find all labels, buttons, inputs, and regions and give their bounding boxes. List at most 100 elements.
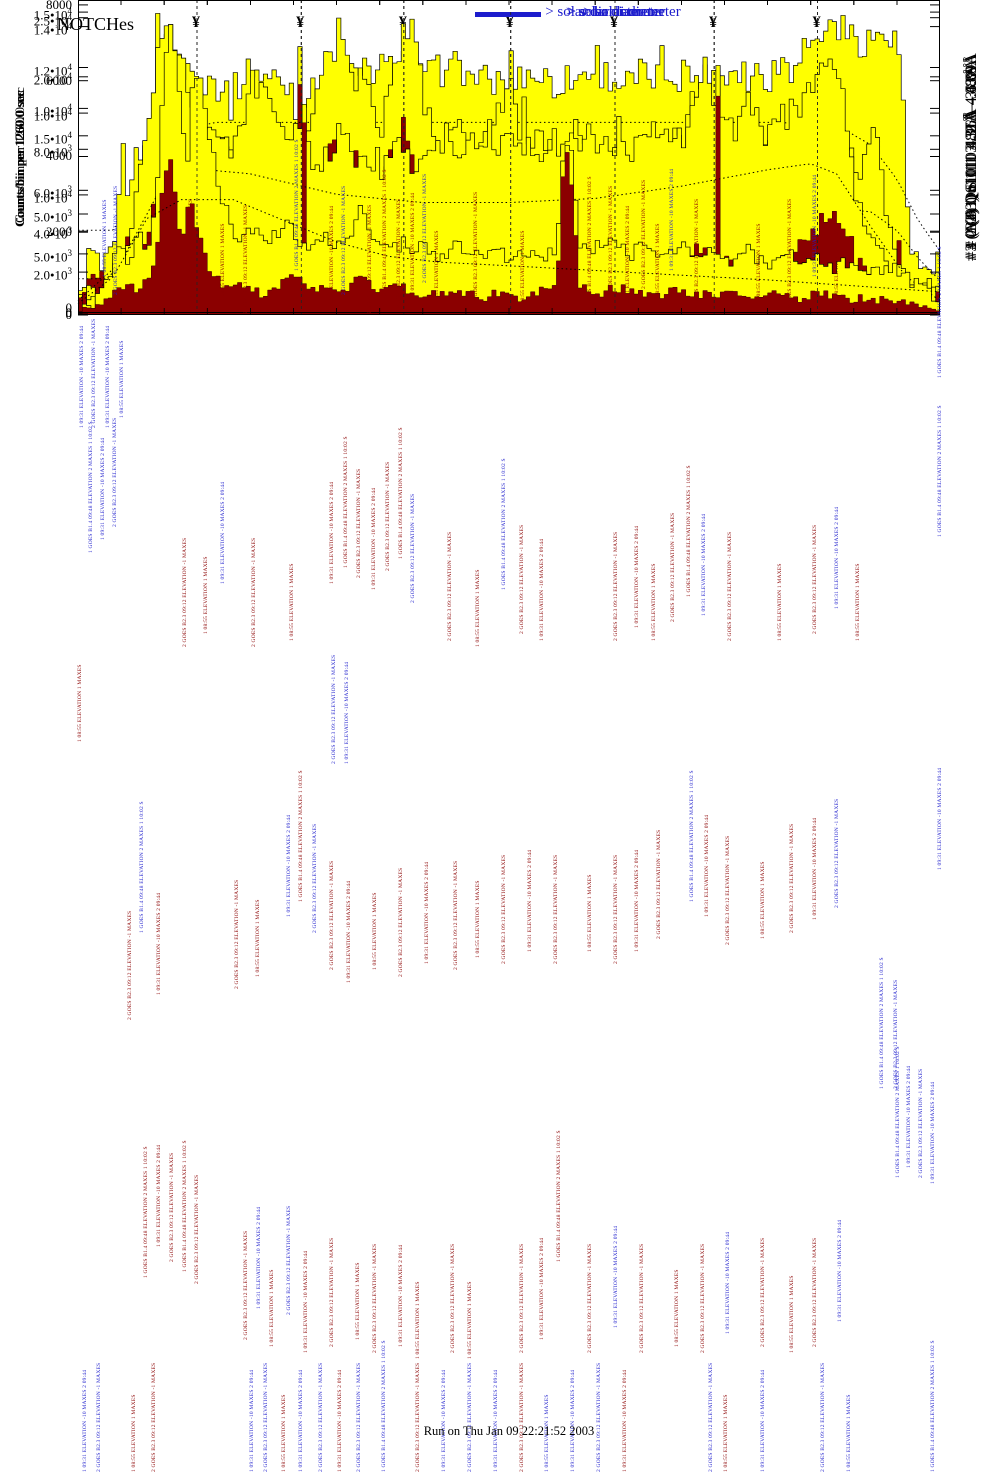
vertical-annotation: 1 09:31 ELEVATION -10 MAXES 2 09:44 (837, 1219, 844, 1322)
vertical-annotation: 2 GOES B2.3 09:12 ELEVATION -1 MAXES (518, 525, 525, 635)
y-tick-label: 6.0•103 (33, 184, 72, 201)
notch-symbol: ¥ (709, 14, 718, 31)
notch-symbol: ¥ (812, 14, 821, 31)
plot-border (78, 0, 940, 313)
vertical-annotation: 1 08:55 ELEVATION 1 MAXES (415, 1281, 422, 1360)
vertical-annotation: 1 09:31 ELEVATION -10 MAXES 2 09:44 (371, 488, 378, 591)
vertical-annotation: 1 09:31 ELEVATION -10 MAXES 2 09:44 (527, 849, 534, 952)
vertical-annotation: 1 GOES B1.4 09:48 ELEVATION 2 MAXES 1 10… (937, 246, 944, 379)
vertical-annotation: 2 GOES B2.3 09:12 ELEVATION -1 MAXES (371, 1243, 378, 1353)
y-tick-label: 2000 (46, 224, 72, 240)
vertical-annotation: 2 GOES B2.3 09:12 ELEVATION -1 MAXES (242, 1231, 249, 1341)
vertical-annotation: 2 GOES B2.3 09:12 ELEVATION -1 MAXES (421, 173, 428, 283)
vertical-annotation: 2 GOES B2.3 09:12 ELEVATION -1 MAXES (330, 654, 337, 764)
vertical-annotation: 2 GOES B2.3 09:12 ELEVATION -1 MAXES (918, 1068, 925, 1178)
vertical-annotation: 1 GOES B1.4 09:48 ELEVATION 2 MAXES 1 10… (297, 769, 304, 902)
vertical-annotation: 1 09:31 ELEVATION -10 MAXES 2 09:44 (78, 325, 85, 428)
vertical-annotation: 1 GOES B1.4 09:48 ELEVATION 2 MAXES 1 10… (87, 420, 94, 553)
vertical-annotation: 1 08:55 ELEVATION 1 MAXES (268, 1269, 275, 1347)
vertical-annotation: 1 08:55 ELEVATION 1 MAXES (587, 873, 594, 952)
vertical-annotation: 1 09:31 ELEVATION -10 MAXES 2 09:44 (346, 880, 353, 983)
y-tick-label: 1.5•104 (33, 129, 72, 147)
vertical-annotation: 1 09:31 ELEVATION -10 MAXES 2 09:44 (570, 1369, 577, 1472)
vertical-annotation: 1 GOES B1.4 09:48 ELEVATION 2 MAXES 1 10… (929, 1340, 936, 1472)
vertical-annotation: 2 GOES B2.3 09:12 ELEVATION -1 MAXES (518, 1243, 525, 1353)
vertical-annotation: 1 08:55 ELEVATION 1 MAXES (254, 898, 261, 977)
vertical-annotation: 2 GOES B2.3 09:12 ELEVATION -1 MAXES (501, 854, 508, 965)
vertical-annotation: 2 GOES B2.3 09:12 ELEVATION -1 MAXES (96, 1362, 103, 1472)
vertical-annotation: 2 GOES B2.3 09:12 ELEVATION -1 MAXES (820, 1362, 827, 1472)
vertical-annotation: 2 GOES B2.3 09:12 ELEVATION -1 MAXES (518, 1362, 525, 1472)
vertical-annotation: 2 GOES B2.3 09:12 ELEVATION -1 MAXES (727, 531, 734, 641)
vertical-annotation: 2 GOES B2.3 09:12 ELEVATION -1 MAXES (670, 512, 677, 622)
vertical-annotation: 1 08:55 ELEVATION 1 MAXES (834, 223, 840, 302)
y-tick-label: 1.0•104 (33, 188, 72, 206)
solar-diameter-label: > solar diameter (583, 4, 681, 20)
vertical-annotation: 2 GOES B2.3 09:12 ELEVATION -1 MAXES (834, 798, 840, 908)
vertical-annotation: 2 GOES B2.3 09:12 ELEVATION -1 MAXES (725, 836, 732, 946)
dark-red-histogram (78, 152, 940, 313)
vertical-annotation: 1 GOES B1.4 09:48 ELEVATION 2 MAXES 1 10… (556, 1130, 563, 1263)
vertical-annotation: 2 GOES B2.3 09:12 ELEVATION -1 MAXES (90, 318, 97, 428)
notch-symbol: ¥ (398, 14, 407, 31)
vertical-annotation: 1 GOES B1.4 09:48 ELEVATION 2 MAXES 1 10… (689, 769, 696, 902)
envelope-curve (78, 121, 941, 252)
vertical-annotation: 1 09:31 ELEVATION -10 MAXES 2 09:44 (811, 174, 818, 277)
vertical-annotation: 1 09:31 ELEVATION -10 MAXES 2 09:44 (156, 1144, 163, 1247)
vertical-annotation: 1 GOES B1.4 09:48 ELEVATION 2 MAXES 1 10… (142, 1146, 149, 1278)
vertical-annotation: 2 GOES B2.3 09:12 ELEVATION -1 MAXES (340, 185, 347, 296)
vertical-annotation: 1 09:31 ELEVATION -10 MAXES 2 09:44 (256, 1206, 263, 1310)
y-tick-label: 1.4•104 (33, 20, 72, 37)
vertical-annotation: 1 09:31 ELEVATION -10 MAXES 2 09:44 (759, 1369, 766, 1472)
vertical-annotation: 1 09:31 ELEVATION -10 MAXES 2 09:44 (285, 814, 292, 918)
vertical-annotation: 1 08:55 ELEVATION 1 MAXES (102, 199, 109, 277)
y-tick-label: 2.0•104 (33, 70, 72, 88)
vertical-annotation: 2 GOES B2.3 09:12 ELEVATION -1 MAXES (639, 1243, 646, 1353)
vertical-annotation: 1 08:55 ELEVATION 1 MAXES (759, 861, 766, 940)
vertical-annotation: 2 GOES B2.3 09:12 ELEVATION -1 MAXES (328, 861, 335, 971)
vertical-annotation: 2 GOES B2.3 09:12 ELEVATION -1 MAXES (613, 854, 620, 965)
vertical-annotation: 2 GOES B2.3 09:12 ELEVATION -1 MAXES (446, 531, 453, 641)
vertical-annotation: 1 GOES B1.4 09:48 ELEVATION 2 MAXES 1 10… (382, 169, 389, 302)
vertical-annotation: 2 GOES B2.3 09:12 ELEVATION -1 MAXES (608, 185, 615, 296)
vertical-annotation: 2 GOES B2.3 09:12 ELEVATION -1 MAXES (699, 1243, 706, 1353)
y-tick-label: 4000 (46, 148, 72, 164)
vertical-annotation: 1 GOES B1.4 09:48 ELEVATION 2 MAXES 1 10… (685, 464, 692, 597)
vertical-annotation: 2 GOES B2.3 09:12 ELEVATION -1 MAXES (449, 1243, 456, 1353)
vertical-annotation: 2 GOES B2.3 09:12 ELEVATION -1 MAXES (694, 198, 701, 308)
y-tick-label: 0 (65, 305, 73, 320)
vertical-annotation: 1 09:31 ELEVATION -10 MAXES 2 09:44 (82, 1369, 89, 1472)
vertical-annotation: 1 09:31 ELEVATION -10 MAXES 2 09:44 (409, 193, 416, 296)
vertical-annotation: 2 GOES B2.3 09:12 ELEVATION -1 MAXES (587, 1243, 594, 1353)
vertical-annotation: 1 08:55 ELEVATION 1 MAXES (654, 223, 661, 302)
vertical-annotation: 1 08:55 ELEVATION 1 MAXES (220, 223, 227, 302)
vertical-annotation: 2 GOES B2.3 09:12 ELEVATION -1 MAXES (168, 1152, 175, 1263)
vertical-annotation: 1 08:55 ELEVATION 1 MAXES (354, 1262, 361, 1341)
vertical-annotation: 1 GOES B1.4 09:48 ELEVATION 2 MAXES 1 10… (342, 436, 349, 569)
vertical-annotation: 2 GOES B2.3 09:12 ELEVATION -1 MAXES (759, 1237, 766, 1347)
vertical-annotation: 1 09:31 ELEVATION -10 MAXES 2 09:44 (297, 1369, 304, 1472)
vertical-annotation: 1 GOES B1.4 09:48 ELEVATION 2 MAXES 1 10… (878, 957, 885, 1090)
vertical-annotation: 2 GOES B2.3 09:12 ELEVATION -1 MAXES (151, 1362, 158, 1472)
vertical-annotation: 2 GOES B2.3 09:12 ELEVATION -1 MAXES (396, 198, 403, 308)
vertical-annotation: 2 GOES B2.3 09:12 ELEVATION -1 MAXES (640, 179, 647, 290)
vertical-annotation: 2 GOES B2.3 09:12 ELEVATION -1 MAXES (317, 1362, 324, 1472)
vertical-annotation: 2 GOES B2.3 09:12 ELEVATION -1 MAXES (234, 879, 241, 990)
vertical-annotation: 1 08:55 ELEVATION 1 MAXES (475, 880, 482, 958)
vertical-annotation: 2 GOES B2.3 09:12 ELEVATION -1 MAXES (552, 854, 559, 965)
vertical-annotation: 1 09:31 ELEVATION -10 MAXES 2 09:44 (248, 1369, 255, 1472)
vertical-annotation: 2 GOES B2.3 09:12 ELEVATION -1 MAXES (182, 537, 189, 647)
vertical-annotation: 2 GOES B2.3 09:12 ELEVATION -1 MAXES (789, 823, 796, 933)
panel-3: Counts/bin per 1260.0 sec # 1 (B4) Qu1010… (0, 0, 1004, 1249)
notch-symbol: ¥ (610, 14, 619, 31)
vertical-annotation: 1 09:31 ELEVATION -10 MAXES 2 09:44 (906, 1066, 913, 1169)
vertical-annotation: 2 GOES B2.3 09:12 ELEVATION -1 MAXES (113, 185, 120, 296)
vertical-annotation: 1 GOES B1.4 09:48 ELEVATION 2 MAXES 1 10… (294, 138, 301, 271)
y-tick-label: 8000 (46, 0, 72, 12)
vertical-annotation: 1 09:31 ELEVATION -10 MAXES 2 09:44 (397, 1244, 404, 1347)
vertical-annotation: 2 GOES B2.3 09:12 ELEVATION -1 MAXES (708, 1362, 715, 1472)
vertical-annotation: 1 08:55 ELEVATION 1 MAXES (466, 1281, 473, 1360)
vertical-annotation: 2 GOES B2.3 09:12 ELEVATION -1 MAXES (285, 1206, 292, 1316)
vertical-annotation: 2 GOES B2.3 09:12 ELEVATION -1 MAXES (127, 911, 134, 1021)
vertical-annotation: 2 GOES B2.3 09:12 ELEVATION -1 MAXES (415, 1362, 422, 1472)
